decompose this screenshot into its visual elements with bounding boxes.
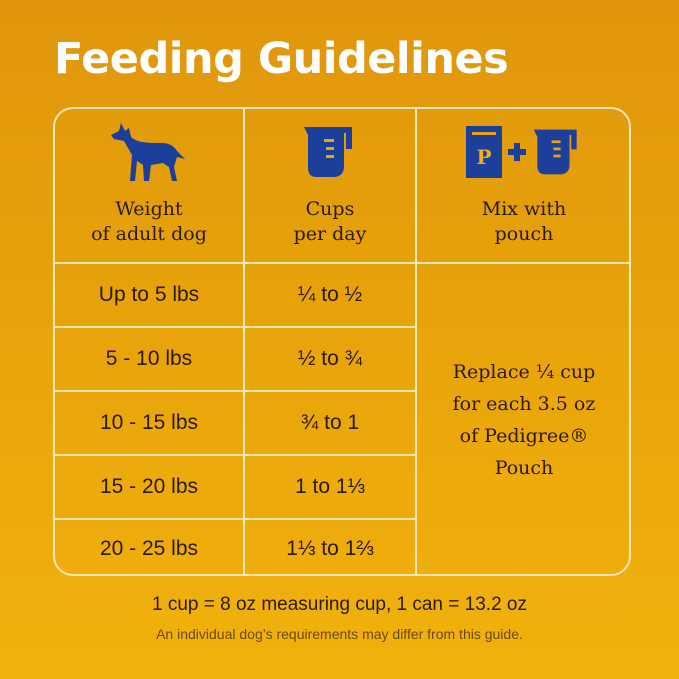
cups-cell: ½ to ¾ — [297, 347, 363, 370]
header-line: Cups — [305, 198, 355, 220]
pouch-note-line: Pouch — [494, 457, 554, 479]
divider — [243, 109, 245, 574]
svg-text:P: P — [476, 145, 491, 169]
cup-conversion-note: 1 cup = 8 oz measuring cup, 1 can = 13.2… — [152, 594, 527, 615]
pouch-note-line: for each 3.5 oz — [452, 393, 596, 415]
divider — [55, 390, 417, 392]
feeding-table: Weight of adult dog Cups per day P Mix wit… — [53, 107, 631, 576]
header-pouch: P Mix with pouch — [417, 109, 629, 263]
divider — [415, 109, 417, 574]
cups-cell: ¾ to 1 — [300, 411, 360, 434]
weight-cell: 15 - 20 lbs — [99, 475, 199, 498]
cups-cell: 1 to 1⅓ — [294, 475, 366, 498]
header-weight: Weight of adult dog — [55, 109, 243, 263]
cups-cell: 1⅓ to 1⅔ — [286, 537, 374, 560]
weight-cell: Up to 5 lbs — [98, 283, 200, 306]
pouch-note-line: of Pedigree® — [459, 425, 589, 447]
weight-cell: 10 - 15 lbs — [99, 411, 199, 434]
disclaimer: An individual dog’s requirements may dif… — [156, 626, 523, 642]
measuring-cup-icon — [533, 129, 577, 175]
divider — [55, 454, 417, 456]
measuring-cup-icon — [304, 127, 352, 177]
cups-cell: ¼ to ½ — [297, 283, 363, 306]
header-line: Weight — [115, 198, 183, 220]
pouch-note-line: Replace ¼ cup — [452, 361, 596, 383]
weight-cell: 5 - 10 lbs — [105, 347, 193, 370]
pouch-icon: P — [466, 126, 502, 178]
weight-cell: 20 - 25 lbs — [99, 537, 199, 560]
header-line: per day — [293, 223, 367, 245]
header-line: of adult dog — [91, 223, 207, 245]
header-line: pouch — [494, 223, 554, 245]
dog-icon — [111, 123, 185, 181]
divider — [55, 518, 417, 520]
pouch-note: Replace ¼ cup for each 3.5 oz of Pedigre… — [417, 264, 629, 574]
divider — [55, 262, 629, 264]
page-title: Feeding Guidelines — [54, 34, 509, 84]
header-cups: Cups per day — [245, 109, 415, 263]
plus-icon — [508, 143, 526, 161]
header-line: Mix with — [481, 198, 567, 220]
divider — [55, 326, 417, 328]
